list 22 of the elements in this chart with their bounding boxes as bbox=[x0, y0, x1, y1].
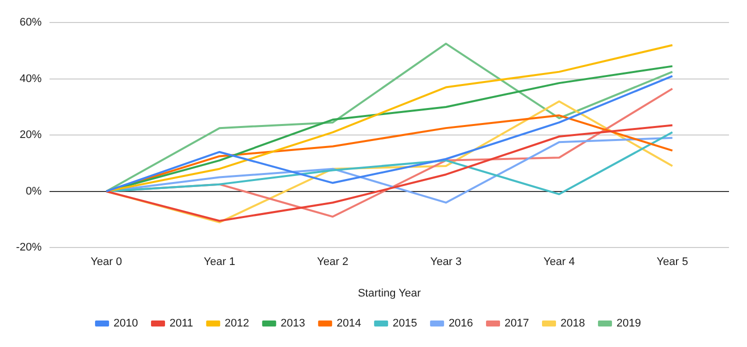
x-tick-label: Year 3 bbox=[430, 256, 462, 268]
legend-label: 2011 bbox=[170, 318, 194, 330]
legend-label: 2013 bbox=[280, 318, 306, 330]
y-tick-label: 60% bbox=[20, 16, 42, 29]
x-tick-label: Year 2 bbox=[317, 256, 348, 268]
x-tick-label: Year 1 bbox=[204, 256, 236, 268]
legend-label: 2016 bbox=[448, 318, 474, 330]
x-tick-label: Year 0 bbox=[90, 256, 122, 268]
x-tick-label: Year 5 bbox=[656, 256, 688, 268]
legend-label: 2012 bbox=[224, 318, 250, 330]
y-tick-label: 20% bbox=[20, 129, 42, 142]
legend-label: 2018 bbox=[560, 318, 585, 330]
legend-label: 2019 bbox=[616, 318, 641, 330]
x-axis-title: Starting Year bbox=[358, 287, 422, 300]
legend-label: 2017 bbox=[504, 318, 530, 330]
y-tick-label: -20% bbox=[16, 242, 42, 254]
x-tick-label: Year 4 bbox=[543, 256, 575, 268]
y-tick-label: 40% bbox=[20, 72, 42, 85]
legend-label: 2014 bbox=[336, 318, 362, 330]
legend-label: 2010 bbox=[114, 318, 138, 330]
legend-label: 2015 bbox=[392, 318, 418, 330]
y-tick-label: 0% bbox=[26, 185, 42, 198]
